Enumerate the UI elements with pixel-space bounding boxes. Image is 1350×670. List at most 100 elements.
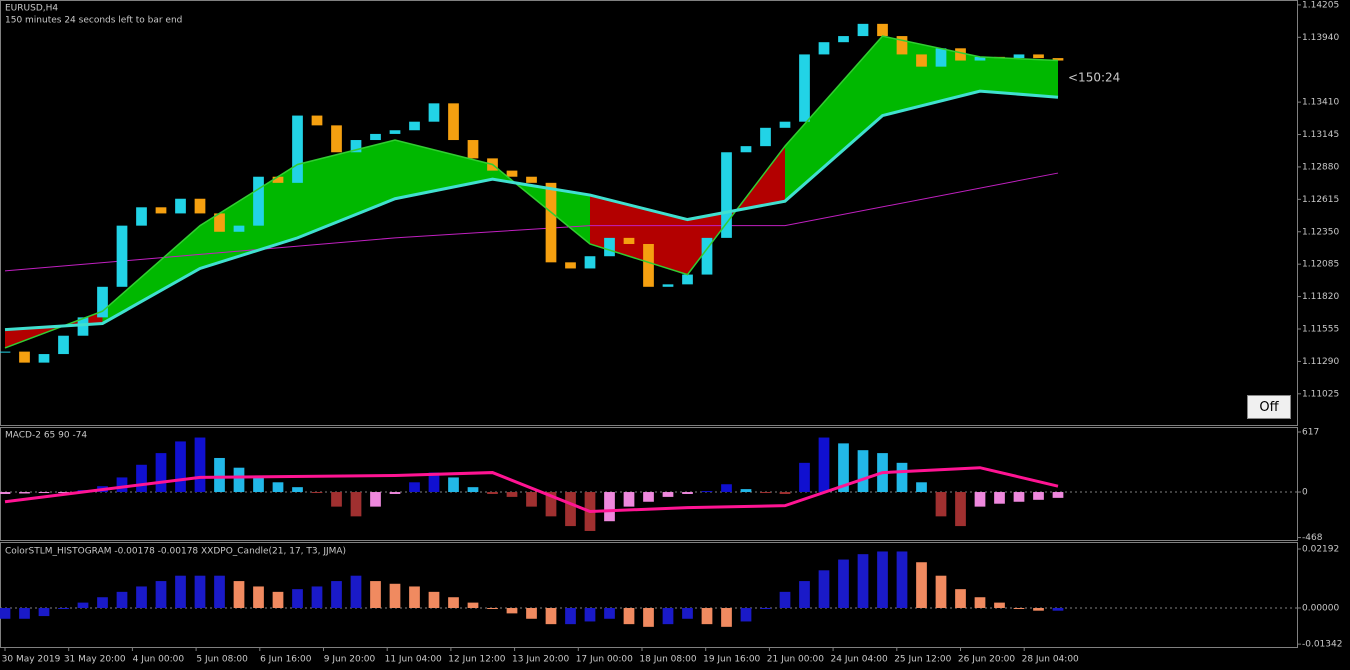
candle xyxy=(662,284,674,287)
candle xyxy=(604,237,615,257)
histogram-bar xyxy=(682,492,693,494)
histogram-bar xyxy=(779,492,791,494)
candle xyxy=(97,286,108,318)
candle xyxy=(389,130,401,134)
histogram-bar xyxy=(955,492,966,527)
candle xyxy=(955,48,966,61)
x-tick-label: 12 Jun 12:00 xyxy=(448,655,505,665)
candle xyxy=(409,121,420,131)
histogram-bar xyxy=(643,492,654,502)
histogram-bar xyxy=(370,581,381,608)
stlm-title: ColorSTLM_HISTOGRAM -0.00178 -0.00178 XX… xyxy=(5,547,346,557)
histogram-bar xyxy=(0,607,11,619)
candle xyxy=(350,140,362,153)
histogram-bar xyxy=(292,589,303,608)
histogram-bar xyxy=(467,602,479,608)
histogram-bar xyxy=(506,607,518,614)
x-tick-label: 19 Jun 16:00 xyxy=(703,655,760,665)
y-tick-label: -468 xyxy=(1302,533,1323,543)
histogram-bar xyxy=(370,492,381,507)
y-tick-label: 1.11025 xyxy=(1302,389,1339,399)
candle xyxy=(838,36,849,43)
candle xyxy=(506,170,518,177)
histogram-bar xyxy=(760,492,771,494)
candle xyxy=(857,23,869,37)
x-tick-label: 30 May 2019 xyxy=(2,655,61,665)
candle xyxy=(682,274,693,285)
y-tick-label: 1.12350 xyxy=(1302,227,1339,237)
histogram-bar xyxy=(136,464,147,493)
macd-title: MACD-2 65 90 -74 xyxy=(5,431,87,441)
x-tick-label: 26 Jun 20:00 xyxy=(958,655,1015,665)
histogram-bar xyxy=(526,607,537,619)
histogram-bar xyxy=(974,492,986,507)
histogram-bar xyxy=(409,482,420,493)
histogram-bar xyxy=(506,492,518,497)
y-tick-label: 0.00000 xyxy=(1302,603,1339,613)
candle xyxy=(1033,54,1044,59)
y-tick-label: 0.02192 xyxy=(1302,545,1339,555)
histogram-bar xyxy=(623,607,635,625)
y-tick-label: 1.12615 xyxy=(1302,195,1339,205)
histogram-bar xyxy=(838,559,849,608)
candle xyxy=(916,54,927,67)
candle xyxy=(116,225,128,287)
histogram-bar xyxy=(233,581,245,608)
histogram-bar xyxy=(58,492,69,494)
x-tick-label: 13 Jun 20:00 xyxy=(512,655,569,665)
histogram-bar xyxy=(1052,492,1064,498)
symbol-label: EURUSD,H4 xyxy=(5,4,58,14)
histogram-bar xyxy=(740,607,752,622)
histogram-bar xyxy=(545,607,557,625)
indicator-line xyxy=(4,35,1059,349)
histogram-bar xyxy=(721,484,732,493)
candle xyxy=(272,176,284,183)
histogram-bar xyxy=(565,607,576,625)
candle xyxy=(467,140,479,159)
candle xyxy=(701,237,713,275)
histogram-bar xyxy=(799,462,810,493)
x-tick-label: 9 Jun 20:00 xyxy=(324,655,376,665)
histogram-bar xyxy=(487,492,498,494)
ma-band xyxy=(102,225,200,324)
histogram-bar xyxy=(116,591,128,608)
y-tick-label: 1.14205 xyxy=(1302,0,1339,10)
y-tick-label: 1.11290 xyxy=(1302,357,1339,367)
histogram-bar xyxy=(58,607,69,609)
histogram-bar xyxy=(448,477,459,493)
ma-band xyxy=(297,140,395,238)
candle xyxy=(760,127,771,147)
histogram-bar xyxy=(19,607,30,619)
x-tick-label: 31 May 20:00 xyxy=(64,655,126,665)
histogram-bar xyxy=(1033,607,1044,611)
ma-band xyxy=(200,164,298,269)
histogram-bar xyxy=(662,492,674,497)
main-panel xyxy=(0,0,1298,426)
histogram-bar xyxy=(701,607,713,625)
ma-band xyxy=(395,140,493,199)
off-button[interactable]: Off xyxy=(1247,395,1291,419)
histogram-bar xyxy=(253,586,264,608)
histogram-bar xyxy=(896,462,908,493)
histogram-bar xyxy=(97,597,108,608)
y-tick-label: 0 xyxy=(1302,488,1308,498)
candle xyxy=(526,176,537,183)
indicator-line xyxy=(4,466,1059,514)
histogram-bar xyxy=(604,492,615,522)
candle xyxy=(77,317,89,336)
x-tick-label: 21 Jun 00:00 xyxy=(767,655,824,665)
histogram-bar xyxy=(136,586,147,608)
candle xyxy=(370,133,381,141)
histogram-bar xyxy=(175,575,186,608)
x-tick-label: 28 Jun 04:00 xyxy=(1022,655,1079,665)
stlm-panel xyxy=(0,542,1298,648)
histogram-bar xyxy=(1013,492,1025,502)
histogram-bar xyxy=(175,441,186,493)
x-tick-label: 6 Jun 16:00 xyxy=(260,655,312,665)
candle xyxy=(214,213,225,232)
y-tick-label: 1.12085 xyxy=(1302,260,1339,270)
ma-band xyxy=(785,36,883,202)
candle xyxy=(155,207,167,214)
